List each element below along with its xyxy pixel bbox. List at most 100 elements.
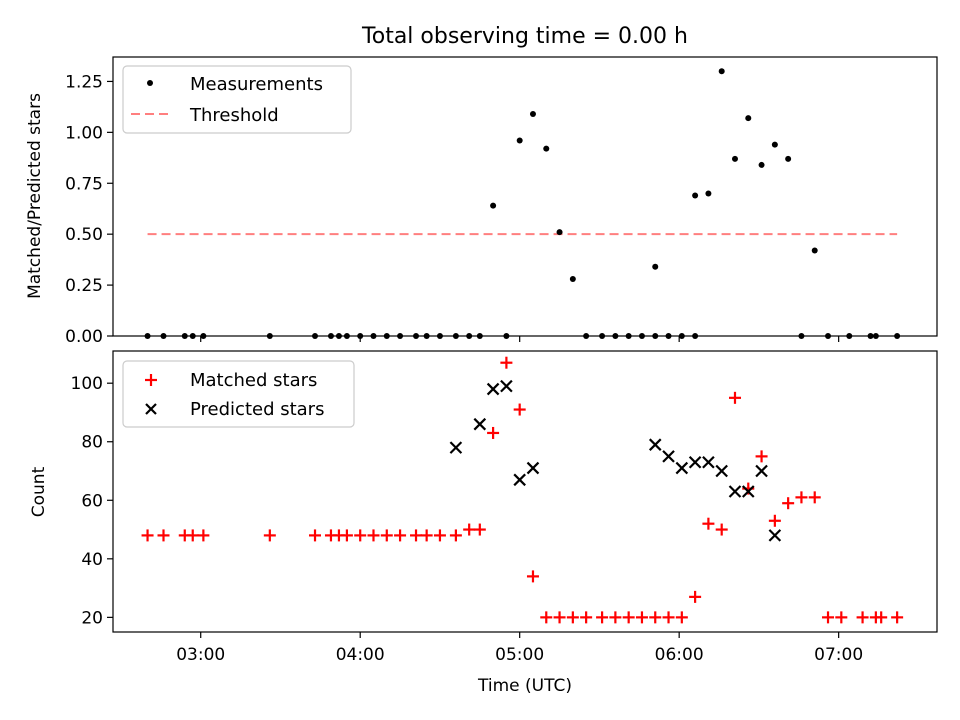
x-tick-label-1: 04:00 xyxy=(336,645,385,665)
predicted-star-0 xyxy=(449,441,463,454)
matched-star-21 xyxy=(500,356,513,369)
matched-star-18 xyxy=(463,523,476,536)
chart-title: Total observing time = 0.00 h xyxy=(361,24,688,49)
predicted-star-4 xyxy=(513,473,526,487)
predicted-star-1 xyxy=(473,417,487,431)
measurement-point-10 xyxy=(357,333,364,339)
bottom-legend-box xyxy=(122,360,355,428)
matched-star-29 xyxy=(609,611,622,624)
measurement-point-44 xyxy=(785,155,792,162)
matched-star-49 xyxy=(875,611,888,624)
predicted-stars-points xyxy=(449,379,782,542)
matched-star-50 xyxy=(891,611,904,624)
measurement-point-42 xyxy=(758,161,765,168)
measurement-point-35 xyxy=(692,333,699,339)
bottom-x-ticks: 03:00 04:00 05:00 06:00 07:00 xyxy=(176,632,863,665)
measurement-point-13 xyxy=(397,333,404,339)
predicted-star-8 xyxy=(675,461,689,475)
top-y-tick-label-2: 0.50 xyxy=(65,225,103,245)
top-y-tick-label-5: 1.25 xyxy=(65,72,103,92)
matched-star-38 xyxy=(728,391,741,404)
measurement-point-43 xyxy=(771,141,778,148)
measurement-point-50 xyxy=(872,333,879,339)
measurement-point-8 xyxy=(335,333,342,339)
bottom-y-tick-label-0: 20 xyxy=(81,608,103,628)
measurement-point-38 xyxy=(705,190,712,197)
measurement-point-3 xyxy=(189,333,196,339)
measurement-point-23 xyxy=(529,111,536,118)
matched-star-15 xyxy=(420,529,433,542)
top-y-tick-label-3: 0.75 xyxy=(65,174,103,194)
measurement-point-21 xyxy=(503,333,510,339)
matched-star-16 xyxy=(433,529,446,542)
legend-matched-label: Matched stars xyxy=(190,370,317,391)
measurement-point-6 xyxy=(312,333,319,339)
top-panel: Total observing time = 0.00 h 0.000.250.… xyxy=(25,24,938,347)
matched-star-34 xyxy=(675,611,688,624)
legend-predicted-marker xyxy=(145,403,157,415)
measurement-point-4 xyxy=(200,333,207,339)
matched-star-26 xyxy=(566,611,579,624)
predicted-star-13 xyxy=(741,485,755,498)
measurement-point-45 xyxy=(798,333,805,339)
measurement-point-7 xyxy=(327,333,334,339)
matched-star-44 xyxy=(808,491,821,504)
measurement-point-26 xyxy=(569,275,576,282)
matched-star-28 xyxy=(596,611,609,624)
measurement-point-5 xyxy=(266,333,273,339)
bottom-panel: 20 40 60 80 100 03:00 04:00 05:00 06:00 07:00 Co… xyxy=(29,350,938,696)
predicted-star-10 xyxy=(702,455,715,469)
measurement-points xyxy=(144,68,901,339)
matched-star-31 xyxy=(635,611,648,624)
measurement-point-31 xyxy=(638,333,645,339)
x-tick-label-0: 03:00 xyxy=(176,645,225,665)
matched-star-3 xyxy=(186,529,199,542)
matched-star-6 xyxy=(309,529,322,542)
measurement-point-1 xyxy=(160,333,167,339)
x-tick-label-2: 05:00 xyxy=(495,645,544,665)
measurement-point-14 xyxy=(413,333,420,339)
measurement-point-11 xyxy=(370,333,377,339)
measurement-point-29 xyxy=(612,333,619,339)
matched-star-13 xyxy=(394,529,407,542)
matched-star-5 xyxy=(263,529,276,542)
x-axis-label: Time (UTC) xyxy=(477,676,572,696)
measurement-point-28 xyxy=(599,333,606,339)
measurement-point-51 xyxy=(894,333,901,339)
predicted-star-14 xyxy=(755,464,768,478)
top-y-axis-label: Matched/Predicted stars xyxy=(25,93,45,299)
measurement-point-33 xyxy=(665,333,672,339)
matched-star-36 xyxy=(702,517,715,530)
predicted-star-12 xyxy=(728,485,742,498)
matched-star-0 xyxy=(141,529,154,542)
measurement-point-24 xyxy=(543,145,550,152)
matched-star-45 xyxy=(822,611,835,624)
legend-matched-marker xyxy=(145,374,157,386)
matched-star-11 xyxy=(367,529,380,542)
measurement-point-48 xyxy=(846,333,853,339)
bottom-y-tick-label-2: 60 xyxy=(81,491,103,511)
bottom-y-tick-label-3: 80 xyxy=(81,433,103,453)
matched-star-17 xyxy=(449,529,462,542)
measurement-point-17 xyxy=(466,333,473,339)
matched-star-25 xyxy=(553,611,566,624)
matched-star-9 xyxy=(340,529,353,542)
matched-star-22 xyxy=(513,403,526,416)
matched-star-40 xyxy=(755,450,768,463)
bottom-y-axis-label: Count xyxy=(29,466,49,517)
bottom-y-ticks: 20 40 60 80 100 xyxy=(71,374,113,628)
matched-star-46 xyxy=(835,611,848,624)
matched-star-10 xyxy=(354,529,367,542)
predicted-star-2 xyxy=(486,382,500,396)
matched-stars-points xyxy=(141,356,904,624)
measurement-point-39 xyxy=(718,68,725,75)
predicted-star-15 xyxy=(768,529,782,542)
matched-star-24 xyxy=(540,611,553,624)
predicted-star-11 xyxy=(715,464,728,478)
matched-star-33 xyxy=(662,611,675,624)
measurement-point-20 xyxy=(490,202,497,209)
measurement-point-22 xyxy=(516,137,523,144)
matched-star-14 xyxy=(410,529,423,542)
top-legend-box xyxy=(122,65,352,134)
